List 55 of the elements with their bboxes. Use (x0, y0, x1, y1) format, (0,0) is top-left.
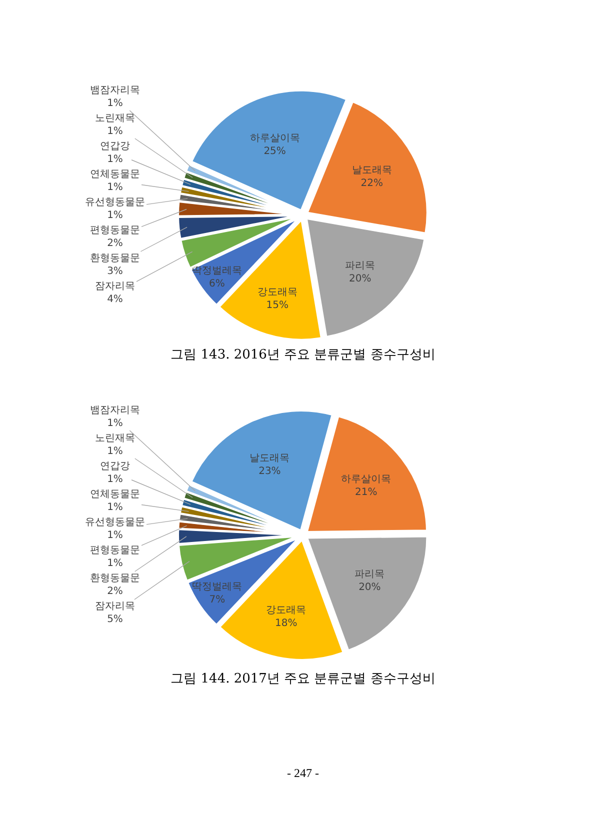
slice-label: 뱀잠자리목 (90, 85, 140, 96)
slice-label: 노린재목 (95, 433, 135, 444)
data-label: 25% (264, 146, 286, 157)
data-label: 1% (107, 98, 123, 109)
slice-label: 잠자리목 (95, 281, 135, 292)
data-label: 3% (107, 266, 123, 277)
data-label: 6% (209, 278, 225, 290)
slice-label: 환형동물문 (90, 253, 140, 264)
slice-label: 딱정벌레목 (192, 266, 242, 277)
data-label: 20% (358, 582, 381, 593)
data-label: 1% (107, 210, 123, 221)
slice-label: 연갑강 (100, 461, 130, 472)
text: 그림 143. 2016년 주요 분류군별 종수구성비 (170, 348, 436, 363)
data-label: 23% (258, 466, 281, 477)
data-label: 22% (360, 178, 383, 189)
slice-label: 환형동물문 (90, 573, 140, 584)
slice-label: 연체동물문 (90, 489, 140, 500)
data-label: 20% (348, 273, 372, 284)
data-label: 5% (107, 614, 123, 625)
data-label: 7% (209, 594, 226, 606)
data-label: 1% (107, 502, 123, 513)
slice-label: 하루살이목 (341, 474, 392, 486)
data-label: 2% (107, 586, 123, 597)
slice-label: 날도래목 (250, 452, 290, 464)
slice-label: 연갑강 (100, 141, 130, 152)
data-label: 1% (107, 182, 123, 193)
data-label: 1% (107, 474, 123, 485)
slice-label: 파리목 (354, 568, 385, 580)
slice-label: 강도래목 (266, 604, 306, 616)
text: 그림 144. 2017년 주요 분류군별 종수구성비 (170, 672, 436, 687)
data-label: 21% (354, 487, 378, 498)
slice-label: 날도래목 (352, 164, 392, 176)
slice-label: 하루살이목 (250, 132, 300, 144)
slice-label: 유선형동물문 (85, 197, 145, 208)
slice-label: 딱정벌레목 (192, 581, 242, 592)
data-label: 1% (107, 530, 123, 541)
slice-label: 노린재목 (95, 113, 135, 124)
slice-label: 잠자리목 (95, 601, 135, 612)
data-label: 15% (266, 300, 288, 312)
slice-label: 유선형동물문 (85, 517, 145, 528)
data-label: 2% (107, 238, 123, 249)
data-label: 18% (275, 618, 298, 629)
data-label: 1% (107, 418, 123, 429)
data-label: 1% (107, 126, 123, 137)
text: - 247 - (287, 766, 319, 780)
data-label: 1% (107, 154, 123, 165)
data-label: 1% (107, 558, 123, 569)
slice-label: 편형동물문 (90, 225, 140, 236)
slice-label: 편형동물문 (90, 545, 140, 556)
slice-label: 뱀잠자리목 (90, 405, 140, 416)
data-label: 1% (107, 446, 123, 457)
slice-label: 파리목 (345, 260, 376, 272)
slice-label: 강도래목 (257, 287, 298, 298)
slice-label: 연체동물문 (90, 169, 140, 180)
data-label: 4% (107, 294, 123, 305)
